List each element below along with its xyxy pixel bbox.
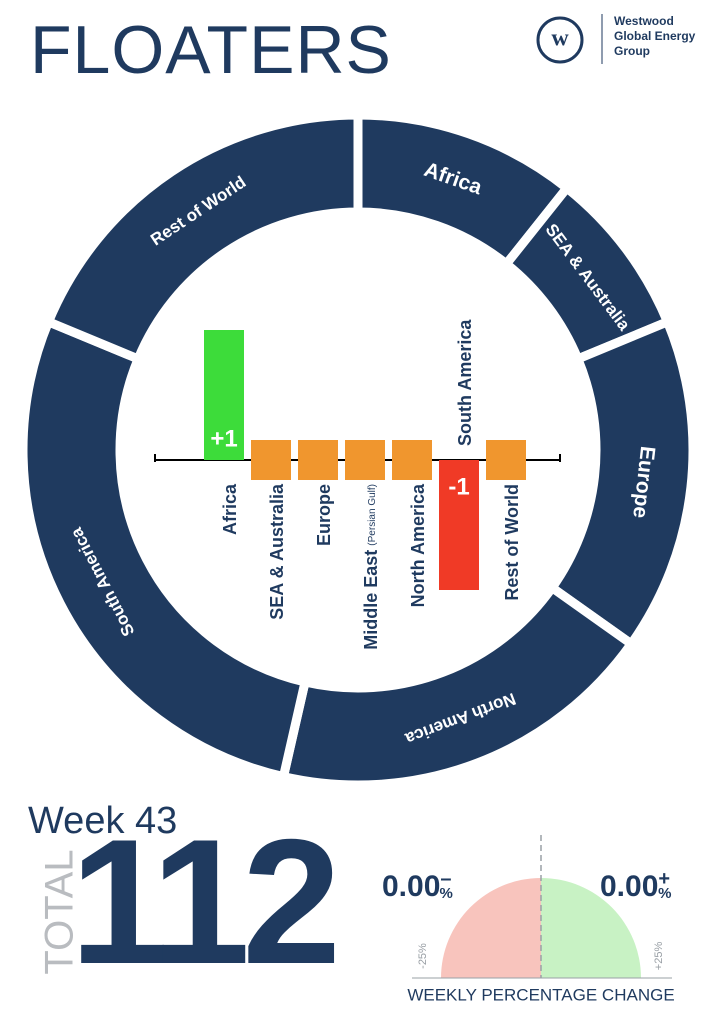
category-label: North America [408,483,428,607]
change-sign: + [658,868,670,890]
category-name: South America [455,319,475,446]
range-label: -25% [417,943,429,969]
decrease-value: 0.00–% [382,868,453,903]
logo-initial: w [551,26,569,52]
change-unit: % [658,885,671,902]
bar [251,440,291,480]
bar [298,440,338,480]
category-note: (Persian Gulf) [367,484,378,546]
bar [439,460,479,590]
category-label: Europe [314,484,334,546]
donut-chart: Africa SEA & Australia Europe North America… [18,110,698,790]
category-name: Africa [220,483,240,535]
category-name: Rest of World [502,484,522,601]
change-unit: % [440,885,453,902]
increase-area [541,878,641,978]
company-line: Westwood [614,14,674,28]
category-name: Europe [314,484,334,546]
value-label: +1 [210,425,237,452]
logo-ring [536,16,584,64]
bar [486,440,526,480]
bar-chart: +1 Africa SEA & Australia Europe Middle East… [154,319,561,650]
change-number: 0.00 [600,870,658,903]
bar [204,330,244,460]
page-title: FLOATERS [30,12,392,88]
company-line: Group [614,44,650,58]
bar [392,440,432,480]
total-value: 112 [70,802,334,1001]
range-label: +25% [653,942,665,971]
increase-value: 0.00+% [600,868,671,903]
donut-segment [18,315,311,782]
decrease-area [441,878,541,978]
category-label: South America [455,319,475,446]
category-label: Africa [220,483,240,535]
category-name: North America [408,483,428,607]
change-sign: – [440,868,451,890]
category-name: SEA & Australia [267,483,287,620]
bar [345,440,385,480]
donut-segment [545,315,698,651]
value-label: -1 [448,473,469,500]
category-name: Middle East [361,550,381,650]
change-number: 0.00 [382,870,440,903]
total-label: TOTAL [38,849,82,974]
week-label: Week 43 [28,800,177,842]
category-label: Rest of World [502,484,522,601]
company-line: Global Energy [614,29,696,43]
category-label: Middle East (Persian Gulf) [361,484,381,650]
gauge-title: WEEKLY PERCENTAGE CHANGE [407,985,674,1004]
category-label: SEA & Australia [267,483,287,620]
donut-segment [278,581,638,790]
donut-segment [42,110,363,365]
gauge: -25% +25%0.00–% 0.00+ %WEEKLY PERCENTAGE CH… [382,835,675,1004]
